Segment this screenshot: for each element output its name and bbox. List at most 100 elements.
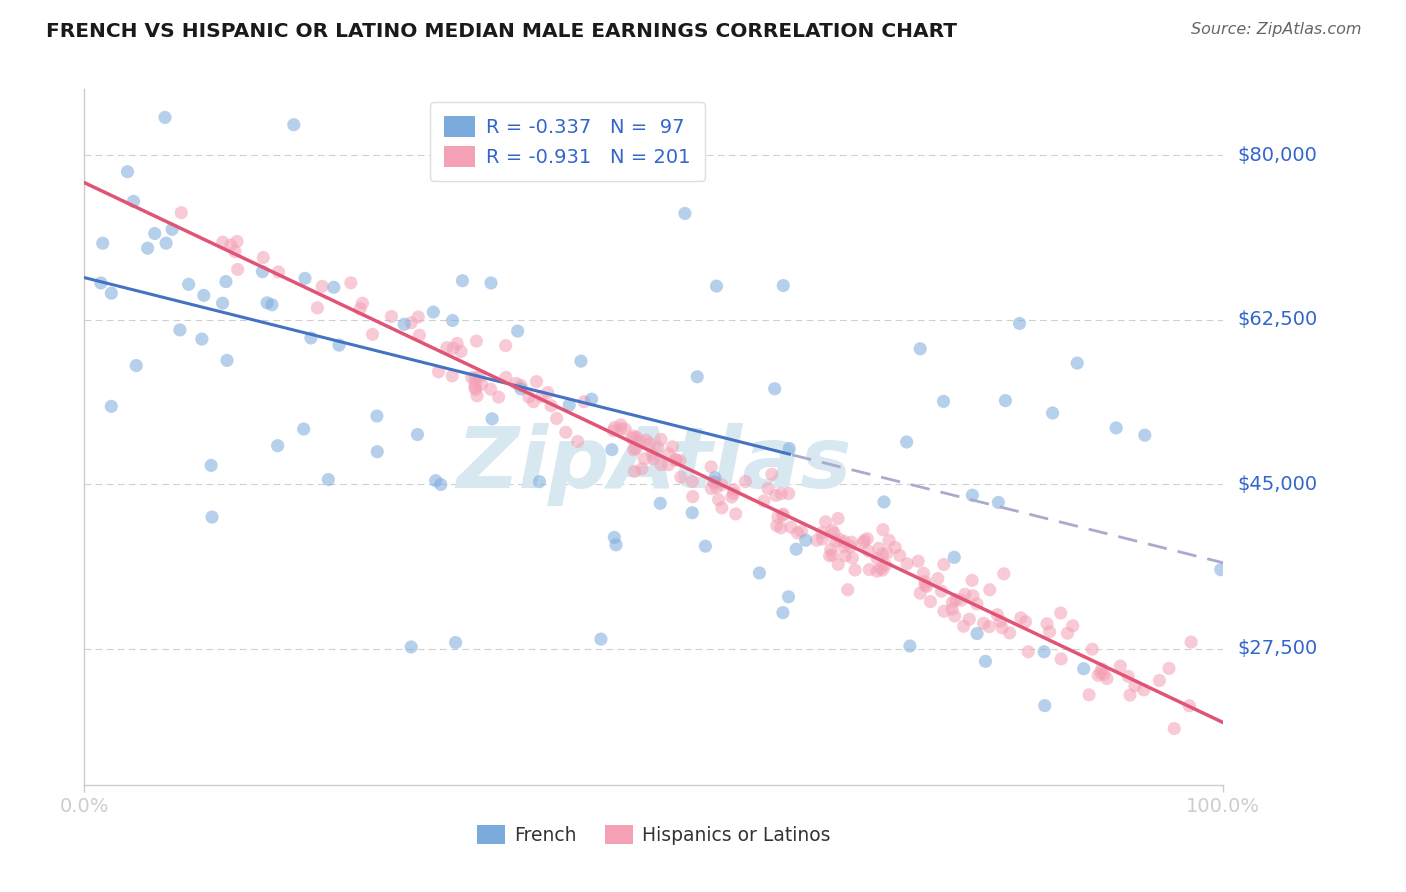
Point — [252, 251, 274, 265]
Point — [748, 566, 770, 580]
Point — [451, 274, 474, 288]
Point — [623, 442, 645, 457]
Point — [1109, 659, 1132, 673]
Point — [896, 557, 918, 571]
Point — [704, 470, 727, 484]
Point — [90, 276, 112, 290]
Point — [256, 295, 278, 310]
Point — [650, 458, 672, 472]
Point — [723, 483, 745, 497]
Point — [780, 520, 803, 534]
Point — [990, 615, 1012, 629]
Point — [765, 488, 787, 502]
Point — [200, 458, 222, 473]
Point — [260, 298, 283, 312]
Point — [818, 549, 841, 563]
Point — [1008, 317, 1031, 331]
Point — [122, 194, 145, 209]
Point — [872, 563, 894, 577]
Point — [994, 393, 1017, 408]
Point — [945, 592, 967, 607]
Point — [1010, 611, 1032, 625]
Point — [605, 538, 627, 552]
Point — [761, 467, 783, 482]
Point — [876, 546, 898, 560]
Point — [392, 318, 415, 332]
Point — [464, 380, 486, 394]
Point — [986, 607, 1008, 622]
Point — [772, 508, 794, 523]
Point — [603, 530, 626, 544]
Point — [858, 563, 880, 577]
Point — [952, 619, 974, 633]
Point — [700, 482, 723, 496]
Point — [979, 582, 1001, 597]
Point — [441, 313, 464, 327]
Point — [143, 227, 166, 241]
Point — [987, 495, 1010, 509]
Point — [631, 461, 654, 475]
Point — [1132, 682, 1154, 697]
Point — [908, 586, 931, 600]
Point — [914, 574, 936, 589]
Point — [1105, 421, 1128, 435]
Point — [872, 547, 894, 561]
Point — [529, 475, 551, 489]
Point — [623, 464, 645, 478]
Point — [650, 496, 672, 510]
Point — [643, 451, 665, 466]
Point — [661, 440, 683, 454]
Point — [869, 561, 891, 575]
Point — [1095, 672, 1118, 686]
Point — [488, 390, 510, 404]
Point — [495, 370, 517, 384]
Text: $62,500: $62,500 — [1237, 310, 1317, 329]
Point — [430, 477, 453, 491]
Point — [820, 542, 842, 557]
Point — [479, 276, 502, 290]
Point — [650, 433, 672, 447]
Point — [1038, 624, 1060, 639]
Point — [756, 482, 779, 496]
Point — [943, 609, 966, 624]
Point — [349, 301, 371, 316]
Point — [681, 475, 703, 489]
Point — [481, 412, 503, 426]
Point — [427, 365, 450, 379]
Point — [806, 533, 828, 548]
Point — [943, 550, 966, 565]
Point — [1066, 356, 1088, 370]
Point — [682, 490, 704, 504]
Point — [1178, 698, 1201, 713]
Point — [589, 632, 612, 646]
Point — [932, 394, 955, 409]
Point — [695, 539, 717, 553]
Text: $45,000: $45,000 — [1237, 475, 1317, 493]
Point — [875, 558, 897, 572]
Point — [153, 111, 176, 125]
Point — [1073, 662, 1095, 676]
Point — [399, 640, 422, 654]
Point — [770, 487, 793, 501]
Point — [772, 606, 794, 620]
Point — [100, 400, 122, 414]
Point — [658, 447, 681, 461]
Point — [1014, 615, 1036, 629]
Point — [446, 336, 468, 351]
Point — [710, 477, 733, 491]
Point — [707, 492, 730, 507]
Point — [811, 532, 834, 546]
Point — [931, 584, 953, 599]
Point — [824, 534, 846, 549]
Point — [1033, 645, 1056, 659]
Point — [567, 434, 589, 449]
Point — [450, 344, 472, 359]
Point — [408, 328, 430, 343]
Point — [665, 453, 688, 467]
Point — [673, 206, 696, 220]
Point — [361, 327, 384, 342]
Point — [633, 451, 655, 466]
Point — [966, 626, 988, 640]
Point — [191, 332, 214, 346]
Point — [647, 441, 669, 455]
